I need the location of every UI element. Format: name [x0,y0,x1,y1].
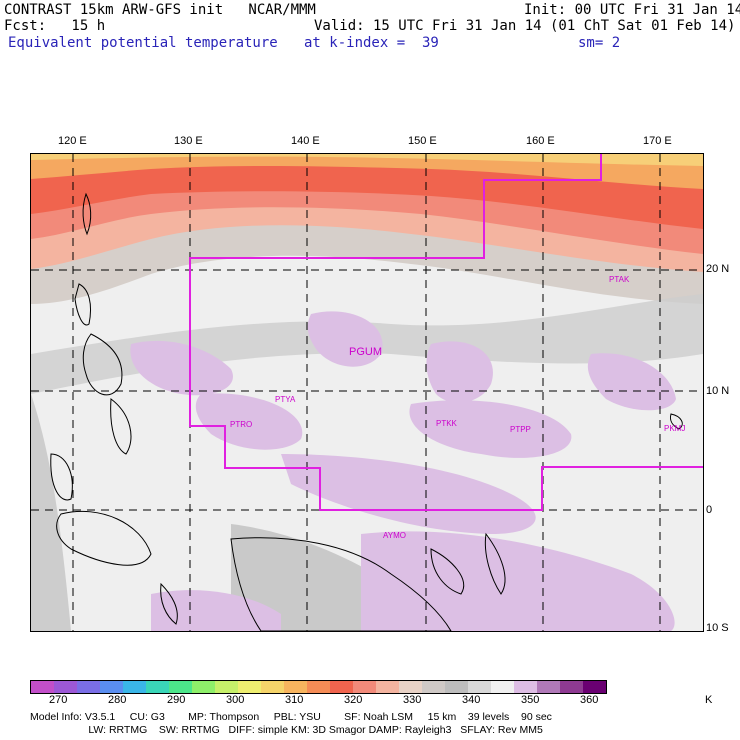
field-name: Equivalent potential temperature [8,35,278,51]
model-info-line1: Model Info: V3.5.1 CU: G3 MP: Thompson P… [30,711,552,723]
theta-e-field [31,154,703,631]
lon-label-160e: 160 E [526,135,555,147]
model-info-line2: LW: RRTMG SW: RRTMG DIFF: simple KM: 3D … [30,724,543,736]
color-bar-swatch [560,681,583,693]
lon-label-170e: 170 E [643,135,672,147]
color-bar-tick-label: 290 [167,694,186,706]
station-ptkk: PTKK [436,419,457,428]
color-bar-tick-label: 360 [580,694,599,706]
color-bar [30,680,607,694]
header-init-time: Init: 00 UTC Fri 31 Jan 14 [524,2,740,18]
station-ptro: PTRO [230,420,253,429]
color-bar-swatch [399,681,422,693]
header-valid-time: Valid: 15 UTC Fri 31 Jan 14 (01 ChT Sat … [314,18,736,34]
color-bar-swatch [238,681,261,693]
station-ptak: PTAK [609,275,630,284]
lat-label-10n: 10 N [706,385,730,397]
lat-label-0: 0 [706,504,713,516]
color-bar-swatch [537,681,560,693]
lon-label-120e: 120 E [58,135,87,147]
station-ptpp: PTPP [510,425,531,434]
color-bar-swatch [491,681,514,693]
color-bar-swatch [468,681,491,693]
color-bar-tick-label: 350 [521,694,540,706]
lat-label-10s: 10 S [706,622,729,634]
station-pkmj: PKMJ [664,424,686,433]
station-aymo: AYMO [383,531,406,540]
color-bar-tick-label: 330 [403,694,422,706]
map-panel: PTAK PGUM PTYA PTRO PTKK PTPP PKMJ AYMO [30,153,704,632]
color-bar-swatch [284,681,307,693]
color-bar-tick-label: 280 [108,694,127,706]
smoothing: sm= 2 [578,35,621,51]
color-bar-swatch [422,681,445,693]
station-ptya: PTYA [275,395,296,404]
color-bar-swatch [307,681,330,693]
color-bar-tick-label: 320 [344,694,363,706]
color-bar-tick-label: 310 [285,694,304,706]
color-bar-swatch [146,681,169,693]
color-bar-swatch [261,681,284,693]
color-bar-swatch [123,681,146,693]
lon-label-130e: 130 E [174,135,203,147]
color-bar-swatch [445,681,468,693]
color-bar-tick-label: 270 [49,694,68,706]
color-bar-swatch [77,681,100,693]
color-bar-swatch [54,681,77,693]
header-forecast-hour: Fcst: 15 h [4,18,106,34]
level-index: at k-index = 39 [304,35,439,51]
color-bar-swatch [192,681,215,693]
color-bar-swatch [514,681,537,693]
header-line1-left: CONTRAST 15km ARW-GFS init NCAR/MMM [4,2,316,18]
color-bar-tick-label: K [705,694,713,706]
color-bar-tick-label: 300 [226,694,245,706]
color-bar-swatch [215,681,238,693]
lon-label-150e: 150 E [408,135,437,147]
lon-label-140e: 140 E [291,135,320,147]
station-pgum: PGUM [349,346,382,358]
color-bar-swatch [376,681,399,693]
color-bar-swatch [169,681,192,693]
color-bar-tick-label: 340 [462,694,481,706]
region-boundary-line [189,154,703,511]
color-bar-swatch [31,681,54,693]
lat-label-20n: 20 N [706,263,730,275]
color-bar-swatch [583,681,606,693]
color-bar-swatch [100,681,123,693]
color-bar-swatch [353,681,376,693]
color-bar-swatch [330,681,353,693]
